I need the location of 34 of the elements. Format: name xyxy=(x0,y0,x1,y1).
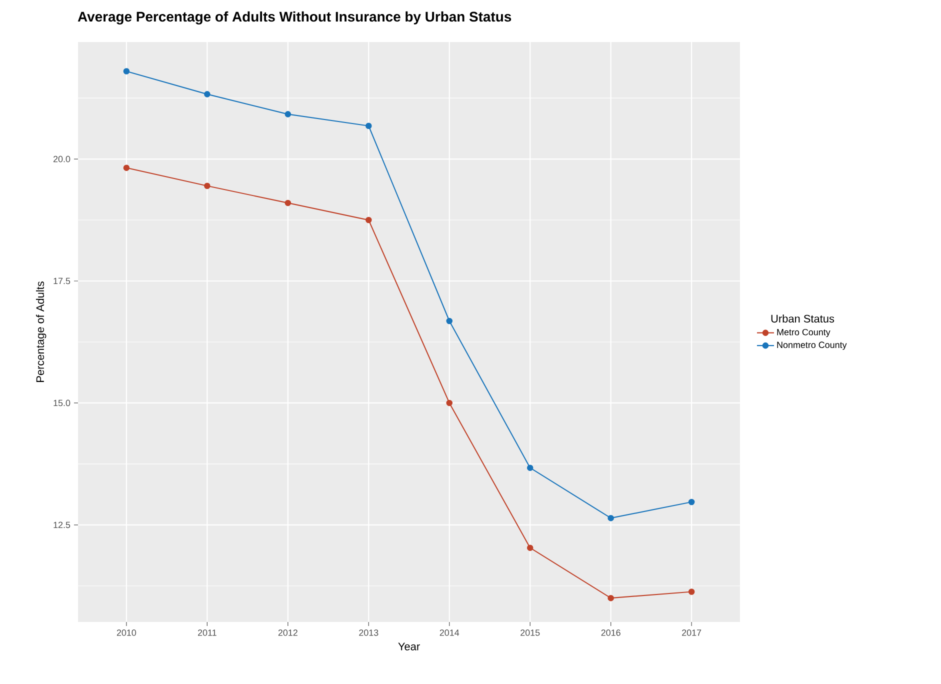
point xyxy=(608,594,614,602)
point xyxy=(526,544,534,551)
y-tick-label: 20.0 xyxy=(53,156,70,162)
point xyxy=(366,122,372,130)
point xyxy=(608,514,614,522)
point xyxy=(284,200,292,206)
point xyxy=(446,400,453,406)
y-tick-label: 17.5 xyxy=(54,278,70,284)
point xyxy=(366,216,372,224)
y-axis-title: Percentage of Adults xyxy=(36,282,46,382)
chart-title: Average Percentage of Adults Without Insurance by Urban Status xyxy=(78,11,512,24)
point xyxy=(526,464,534,471)
legend-label: Nonmetro County xyxy=(777,342,847,350)
y-tick-label: 15.0 xyxy=(54,400,70,406)
x-tick-label: 2016 xyxy=(601,630,620,636)
x-tick-label: 2014 xyxy=(440,630,460,636)
x-tick-label: 2010 xyxy=(116,630,136,636)
legend-title: Urban Status xyxy=(771,314,834,323)
point xyxy=(123,68,130,74)
point xyxy=(284,111,292,118)
x-tick-label: 2011 xyxy=(198,630,216,636)
x-tick-label: 2013 xyxy=(359,630,378,636)
point xyxy=(688,498,695,506)
y-tick-label: 12.5 xyxy=(54,522,70,528)
point xyxy=(204,182,210,190)
point xyxy=(446,318,453,324)
point xyxy=(123,164,130,171)
legend-label: Metro County xyxy=(777,328,830,338)
x-tick-label: 2017 xyxy=(682,630,702,636)
x-tick-label: 2015 xyxy=(520,630,540,636)
point xyxy=(204,91,210,98)
x-tick-label: 2012 xyxy=(278,630,298,636)
x-axis-title: Year xyxy=(398,642,420,650)
point xyxy=(688,588,695,595)
